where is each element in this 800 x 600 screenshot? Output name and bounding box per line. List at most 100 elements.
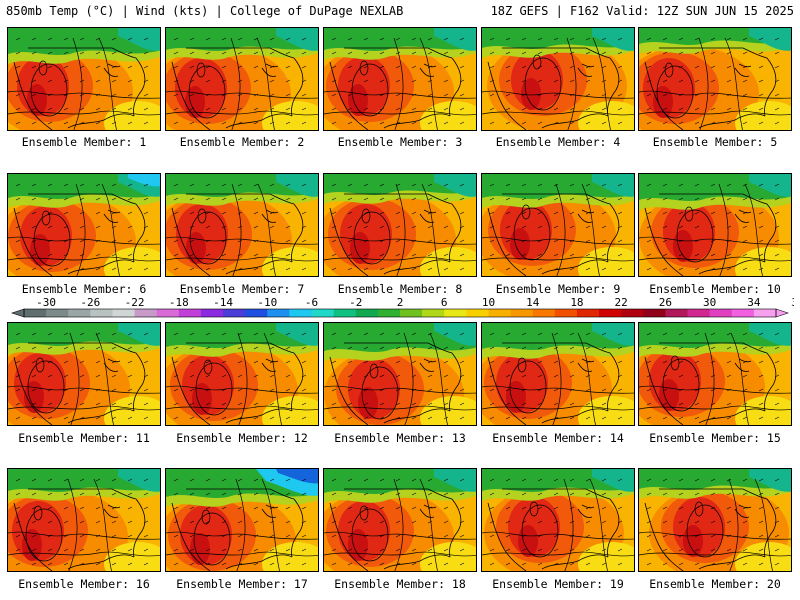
colorbar-swatch [24, 309, 47, 317]
colorbar-tick-label: -22 [125, 296, 145, 309]
colorbar-swatch [621, 309, 644, 317]
colorbar-tick-label: 14 [526, 296, 540, 309]
colorbar-tick-label: 26 [659, 296, 672, 309]
ensemble-member-label: Ensemble Member: 14 [492, 431, 624, 445]
ensemble-member-map [165, 173, 319, 277]
colorbar-swatch [709, 309, 733, 317]
colorbar-tick-label: 2 [397, 296, 404, 309]
colorbar-tick-label: 34 [747, 296, 761, 309]
temperature-field [166, 174, 318, 276]
colorbar-swatch [599, 309, 622, 317]
colorbar-swatch [444, 309, 467, 317]
temperature-field [639, 174, 791, 276]
ensemble-member-label: Ensemble Member: 13 [334, 431, 466, 445]
ensemble-member-map [7, 27, 161, 131]
colorbar-swatch [665, 309, 689, 317]
ensemble-member-map [638, 322, 792, 426]
ensemble-member-label: Ensemble Member: 17 [176, 577, 308, 591]
ensemble-member-map [165, 27, 319, 131]
colorbar-tick-label: -18 [169, 296, 189, 309]
colorbar-swatch [134, 309, 158, 317]
temperature-field [166, 28, 318, 130]
colorbar-tick-label: -26 [80, 296, 100, 309]
ensemble-member-label: Ensemble Member: 1 [21, 135, 147, 149]
colorbar-swatch [400, 309, 423, 317]
ensemble-member-map [323, 468, 477, 572]
temperature-field [8, 174, 160, 276]
temperature-field [639, 28, 791, 130]
ensemble-member-label: Ensemble Member: 3 [337, 135, 463, 149]
colorbar-tick-label: -14 [213, 296, 233, 309]
ensemble-member-map [481, 27, 635, 131]
colorbar-swatch [333, 309, 357, 317]
ensemble-member-label: Ensemble Member: 19 [492, 577, 624, 591]
ensemble-member-label: Ensemble Member: 16 [18, 577, 150, 591]
ensemble-member-label: Ensemble Member: 10 [649, 282, 781, 296]
colorbar-swatch [178, 309, 202, 317]
colorbar-swatch [576, 309, 600, 317]
valid-time-label: 18Z GEFS | F162 Valid: 12Z SUN JUN 15 20… [490, 4, 794, 18]
temperature-field [482, 323, 634, 425]
ensemble-member-label: Ensemble Member: 9 [495, 282, 621, 296]
colorbar-swatch [532, 309, 556, 317]
colorbar-swatch [731, 309, 755, 317]
ensemble-member-map [165, 468, 319, 572]
colorbar-swatch [554, 309, 578, 317]
temperature-field [8, 469, 160, 571]
ensemble-member-map [638, 468, 792, 572]
colorbar-swatch [355, 309, 379, 317]
ensemble-member-label: Ensemble Member: 18 [334, 577, 466, 591]
ensemble-member-map [638, 173, 792, 277]
temperature-field [639, 323, 791, 425]
colorbar-tick-label: -30 [36, 296, 56, 309]
ensemble-member-map [481, 322, 635, 426]
temperature-field [482, 28, 634, 130]
ensemble-member-map [481, 173, 635, 277]
temperature-field [8, 28, 160, 130]
ensemble-member-label: Ensemble Member: 7 [179, 282, 305, 296]
temperature-field [324, 469, 476, 571]
ensemble-member-map [481, 468, 635, 572]
colorbar-swatch [68, 309, 91, 317]
ensemble-member-label: Ensemble Member: 8 [337, 282, 463, 296]
ensemble-member-label: Ensemble Member: 6 [21, 282, 147, 296]
ensemble-member-map [638, 27, 792, 131]
temperature-field [8, 323, 160, 425]
colorbar-tick-label: -2 [349, 296, 362, 309]
temperature-field [482, 469, 634, 571]
colorbar-swatch [200, 309, 224, 317]
ensemble-member-map [323, 322, 477, 426]
colorbar-swatch [510, 309, 534, 317]
ensemble-member-map [7, 322, 161, 426]
colorbar-tick-label: 6 [441, 296, 448, 309]
map-title: 850mb Temp (°C) | Wind (kts) | College o… [6, 4, 404, 18]
temperature-colorbar: -30-26-22-18-14-10-6-2261014182226303438… [6, 296, 794, 320]
colorbar-swatch [289, 309, 313, 317]
ensemble-member-label: Ensemble Member: 11 [18, 431, 150, 445]
colorbar-swatch [156, 309, 180, 317]
colorbar-swatch [112, 309, 136, 317]
colorbar-swatch [267, 309, 290, 317]
ensemble-member-label: Ensemble Member: 2 [179, 135, 305, 149]
colorbar-swatch [245, 309, 268, 317]
colorbar-swatch [223, 309, 246, 317]
ensemble-member-map [7, 468, 161, 572]
colorbar-swatch [687, 309, 711, 317]
ensemble-member-label: Ensemble Member: 4 [495, 135, 621, 149]
ensemble-member-label: Ensemble Member: 15 [649, 431, 781, 445]
temperature-field [166, 323, 318, 425]
temperature-field [166, 469, 318, 571]
colorbar-tick-label: 18 [570, 296, 583, 309]
temperature-field [324, 28, 476, 130]
temperature-field [324, 174, 476, 276]
colorbar-swatch [643, 309, 666, 317]
ensemble-member-map [165, 322, 319, 426]
temperature-field [482, 174, 634, 276]
ensemble-member-map [323, 27, 477, 131]
temperature-field [639, 469, 791, 571]
colorbar-tick-label: -6 [305, 296, 318, 309]
colorbar-tick-label: 10 [482, 296, 495, 309]
colorbar-swatch [90, 309, 113, 317]
colorbar-min-arrow [11, 308, 25, 318]
colorbar-swatch [466, 309, 489, 317]
